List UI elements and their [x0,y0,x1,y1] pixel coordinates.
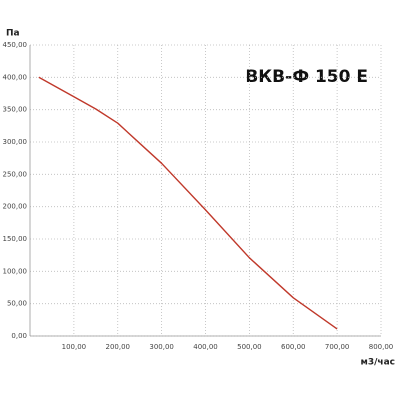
y-tick-label: 450,00 [3,41,28,49]
y-tick-label: 300,00 [3,138,28,146]
x-tick-label: 400,00 [193,343,218,351]
y-tick-label: 400,00 [3,73,28,81]
y-tick-label: 250,00 [3,170,28,178]
x-tick-label: 800,00 [369,343,394,351]
y-tick-label: 200,00 [3,203,28,211]
curve [38,76,338,330]
y-tick-label: 100,00 [3,267,28,275]
x-tick-label: 300,00 [149,343,174,351]
x-tick-label: 700,00 [325,343,350,351]
x-tick-label: 600,00 [281,343,306,351]
x-tick-label: 200,00 [106,343,131,351]
y-tick-label: 150,00 [3,235,28,243]
x-axis-label: м3/час [361,358,396,368]
x-tick-label: 100,00 [62,343,87,351]
y-axis-label: Па [6,29,20,39]
y-tick-label: 350,00 [3,106,28,114]
x-tick-label: 500,00 [237,343,262,351]
y-tick-label: 0,00 [11,332,27,340]
y-tick-label: 50,00 [7,300,27,308]
